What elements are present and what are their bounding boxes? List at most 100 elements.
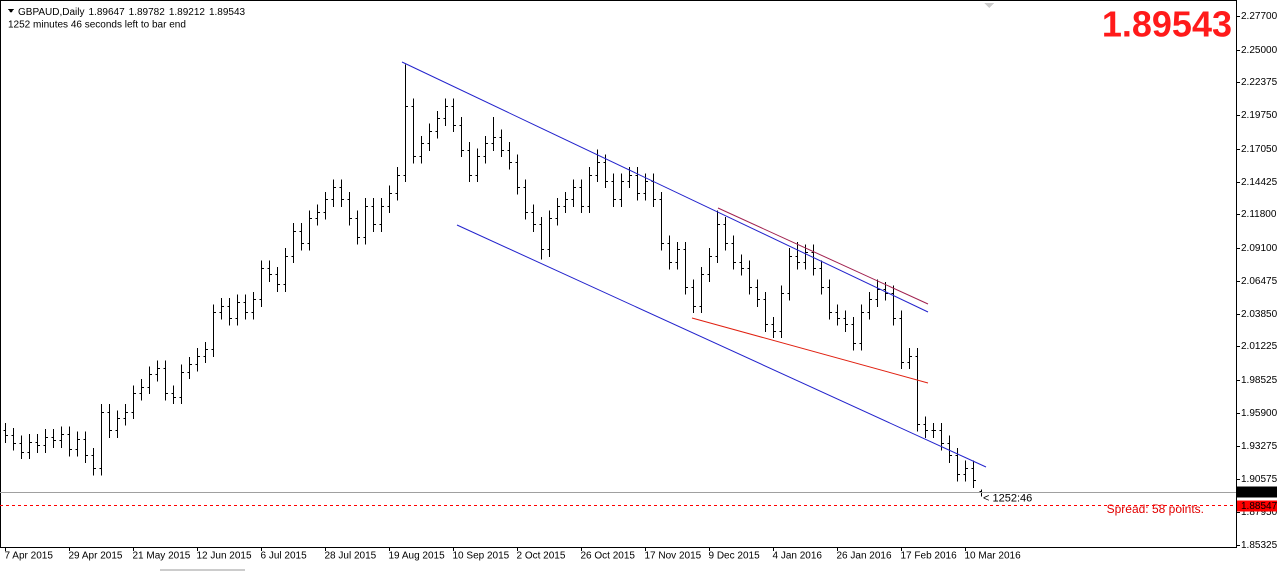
spread-label: Spread: 58 points. <box>1107 502 1204 516</box>
ohlc-bar <box>315 204 320 226</box>
x-tick-label: 4 Jan 2016 <box>773 551 823 562</box>
ohlc-bar <box>803 244 808 270</box>
ohlc-bar <box>779 285 784 339</box>
ohlc-bar <box>739 254 744 276</box>
ohlc-bar <box>395 167 400 201</box>
ohlc-bar <box>827 279 832 320</box>
x-tick-label: 29 Apr 2015 <box>69 551 123 562</box>
y-tick-label: 2.09100 <box>1241 243 1278 254</box>
ohlc-bar <box>163 360 168 401</box>
y-tick-label: 2.01225 <box>1241 341 1278 352</box>
ohlc-bar <box>299 223 304 251</box>
ohlc-bar <box>43 429 48 453</box>
big-price: 1.89543 <box>1102 4 1232 45</box>
trend-line <box>717 207 929 305</box>
x-tick-label: 26 Oct 2015 <box>581 551 636 562</box>
ask-label-bg <box>1237 500 1277 512</box>
y-tick-label: 1.93275 <box>1241 441 1278 452</box>
y-tick-label: 1.90575 <box>1241 474 1278 485</box>
x-tick-label: 7 Apr 2015 <box>5 551 54 562</box>
ohlc-bar <box>11 427 16 451</box>
ohlc-bar <box>899 310 904 370</box>
y-tick-label: 2.03850 <box>1241 309 1278 320</box>
ohlc-bar <box>947 435 952 463</box>
ohlc-bar <box>763 291 768 332</box>
open-value: 1.89647 <box>89 7 126 18</box>
ohlc-bar <box>691 279 696 314</box>
trend-line <box>456 224 987 468</box>
ohlc-bar <box>379 198 384 232</box>
chart-subtitle: 1252 minutes 46 seconds left to bar end <box>8 20 186 31</box>
ohlc-bar <box>59 426 64 448</box>
ohlc-bar <box>435 110 440 139</box>
x-tick-label: 26 Jan 2016 <box>837 551 892 562</box>
ohlc-bar <box>795 241 800 270</box>
x-tick-label: 10 Sep 2015 <box>453 551 510 562</box>
menu-arrow[interactable] <box>8 9 14 13</box>
y-tick-label: 2.14425 <box>1241 177 1278 188</box>
y-tick-label: 2.11800 <box>1241 209 1277 220</box>
ohlc-bar <box>75 431 80 457</box>
ohlc-bar <box>771 316 776 339</box>
ohlc-bar <box>523 179 528 220</box>
ohlc-bar <box>187 356 192 380</box>
ohlc-bar <box>99 404 104 476</box>
bar-timer: < 1252:46 <box>983 492 1032 504</box>
ohlc-bar <box>531 204 536 232</box>
high-value: 1.89782 <box>129 7 166 18</box>
ohlc-bar <box>419 135 424 164</box>
y-tick-label: 2.25000 <box>1241 45 1278 56</box>
ohlc-bar <box>819 260 824 295</box>
ohlc-bar <box>387 185 392 214</box>
ohlc-bar <box>283 248 288 292</box>
ohlc-bar <box>851 316 856 351</box>
ohlc-bar <box>219 298 224 320</box>
ohlc-bar <box>699 266 704 314</box>
x-tick-label: 2 Oct 2015 <box>517 551 566 562</box>
ohlc-bar <box>123 404 128 426</box>
x-tick-label: 28 Jul 2015 <box>325 551 377 562</box>
x-tick-label: 12 Jun 2015 <box>197 551 252 562</box>
ohlc-bar <box>811 244 816 276</box>
ohlc-bar <box>139 379 144 401</box>
ohlc-bar <box>195 348 200 372</box>
ohlc-bar <box>147 366 152 395</box>
y-tick-label: 2.27700 <box>1241 11 1278 22</box>
ohlc-bar <box>19 435 24 460</box>
x-tick-label: 10 Mar 2016 <box>965 551 1022 562</box>
ohlc-bar <box>347 191 352 226</box>
ohlc-bar <box>179 364 184 405</box>
x-tick-label: 9 Dec 2015 <box>709 551 761 562</box>
ohlc-bar <box>27 434 32 460</box>
close-value: 1.89543 <box>209 7 246 18</box>
ohlc-bar <box>3 422 8 443</box>
ask-label: 1.88547 <box>1241 501 1278 512</box>
ohlc-bar <box>475 148 480 183</box>
ohlc-bar <box>331 179 336 207</box>
low-value: 1.89212 <box>169 7 206 18</box>
ohlc-bar <box>267 260 272 282</box>
ohlc-bar <box>275 266 280 292</box>
ohlc-bar <box>667 235 672 270</box>
ohlc-bar <box>619 173 624 207</box>
ohlc-bar <box>459 117 464 158</box>
y-tick-label: 2.22375 <box>1241 77 1278 88</box>
ohlc-bar <box>675 241 680 270</box>
chart-header: GBPAUD,Daily 1.89647 1.89782 1.89212 1.89543 <box>18 7 246 18</box>
ohlc-bar <box>259 260 264 307</box>
y-tick-label: 1.95900 <box>1241 408 1278 419</box>
ohlc-bar <box>859 304 864 351</box>
ohlc-bar <box>451 98 456 133</box>
ohlc-bar <box>35 434 40 453</box>
ohlc-bar <box>403 64 408 183</box>
x-tick-label: 21 May 2015 <box>133 551 191 562</box>
ohlc-bar <box>467 142 472 183</box>
ohlc-bar <box>563 191 568 214</box>
ohlc-bar <box>659 191 664 251</box>
trend-line <box>401 61 929 313</box>
ohlc-bar <box>931 422 936 438</box>
ohlc-bar <box>571 179 576 207</box>
ohlc-bar <box>155 360 160 382</box>
